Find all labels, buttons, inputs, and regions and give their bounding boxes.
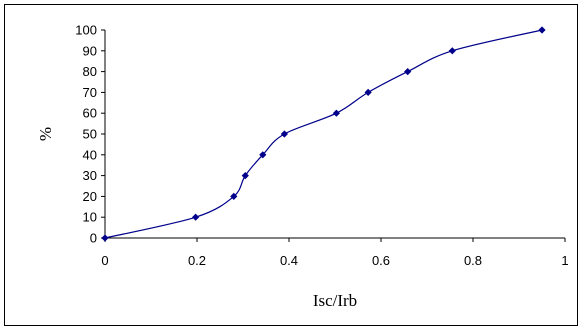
data-point (332, 109, 340, 117)
y-tick-label: 60 (83, 106, 97, 121)
x-tick-label: 0.2 (188, 253, 206, 268)
x-tick-label: 0.6 (372, 253, 390, 268)
data-point (101, 234, 109, 242)
data-point (448, 47, 456, 55)
series-line (104, 29, 543, 239)
x-axis-title: Isc/Irb (313, 291, 357, 310)
data-point (230, 192, 238, 200)
y-tick-label: 40 (83, 147, 97, 162)
x-tick-label: 0.4 (280, 253, 298, 268)
chart-frame (4, 4, 578, 326)
data-point (280, 130, 288, 138)
y-tick-label: 90 (83, 43, 97, 58)
y-tick-label: 30 (83, 168, 97, 183)
x-tick-label: 0.8 (464, 253, 482, 268)
y-tick-label: 100 (75, 23, 97, 38)
y-tick-label: 0 (90, 231, 97, 246)
data-point (192, 213, 200, 221)
data-point (241, 172, 249, 180)
tick-marks (101, 29, 566, 242)
y-tick-label: 10 (83, 210, 97, 225)
data-point (404, 68, 412, 76)
axes (104, 30, 565, 239)
data-point (364, 88, 372, 96)
y-tick-label: 20 (83, 189, 97, 204)
y-tick-label: 80 (83, 64, 97, 79)
y-tick-label: 50 (83, 127, 97, 142)
y-axis-title: % (36, 127, 55, 141)
series-layer (101, 26, 546, 242)
data-point (538, 26, 546, 34)
y-tick-label: 70 (83, 85, 97, 100)
data-point (259, 151, 267, 159)
x-tick-label: 1 (561, 253, 568, 268)
tick-labels: 0 10 20 30 40 50 60 70 80 90 100 0 0.2 0.4 0.6 0.8 1 (75, 23, 568, 269)
x-tick-label: 0 (101, 253, 108, 268)
